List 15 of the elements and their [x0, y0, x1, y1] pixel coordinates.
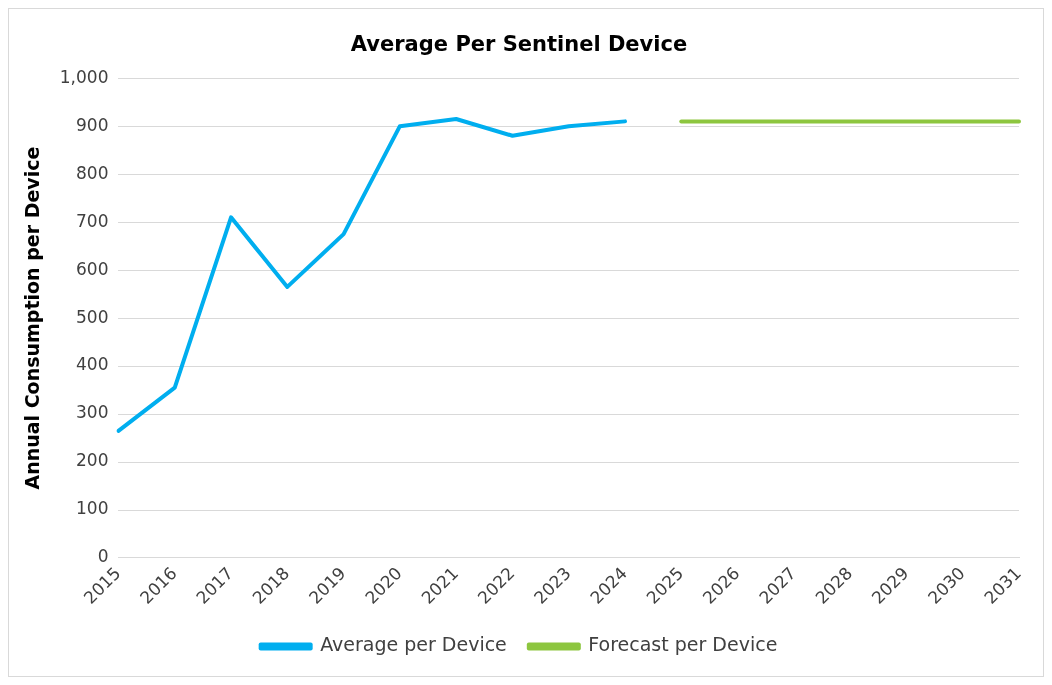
y-tick-label: 300	[76, 402, 109, 423]
y-tick-label: 500	[76, 306, 109, 327]
y-tick-label: 700	[76, 210, 109, 231]
legend-label: Forecast per Device	[588, 633, 778, 656]
y-tick-label: 0	[97, 546, 109, 567]
y-tick-label: 200	[76, 450, 109, 471]
y-tick-label: 100	[76, 498, 109, 519]
legend-label: Average per Device	[320, 633, 507, 656]
y-tick-label: 400	[76, 354, 109, 375]
y-tick-label: 900	[76, 114, 109, 135]
chart-title: Average Per Sentinel Device	[350, 32, 688, 57]
y-axis-title: Annual Consumption per Device	[21, 146, 44, 490]
y-tick-label: 600	[76, 258, 109, 279]
y-tick-label: 800	[76, 162, 109, 183]
y-tick-label: 1,000	[59, 66, 109, 87]
